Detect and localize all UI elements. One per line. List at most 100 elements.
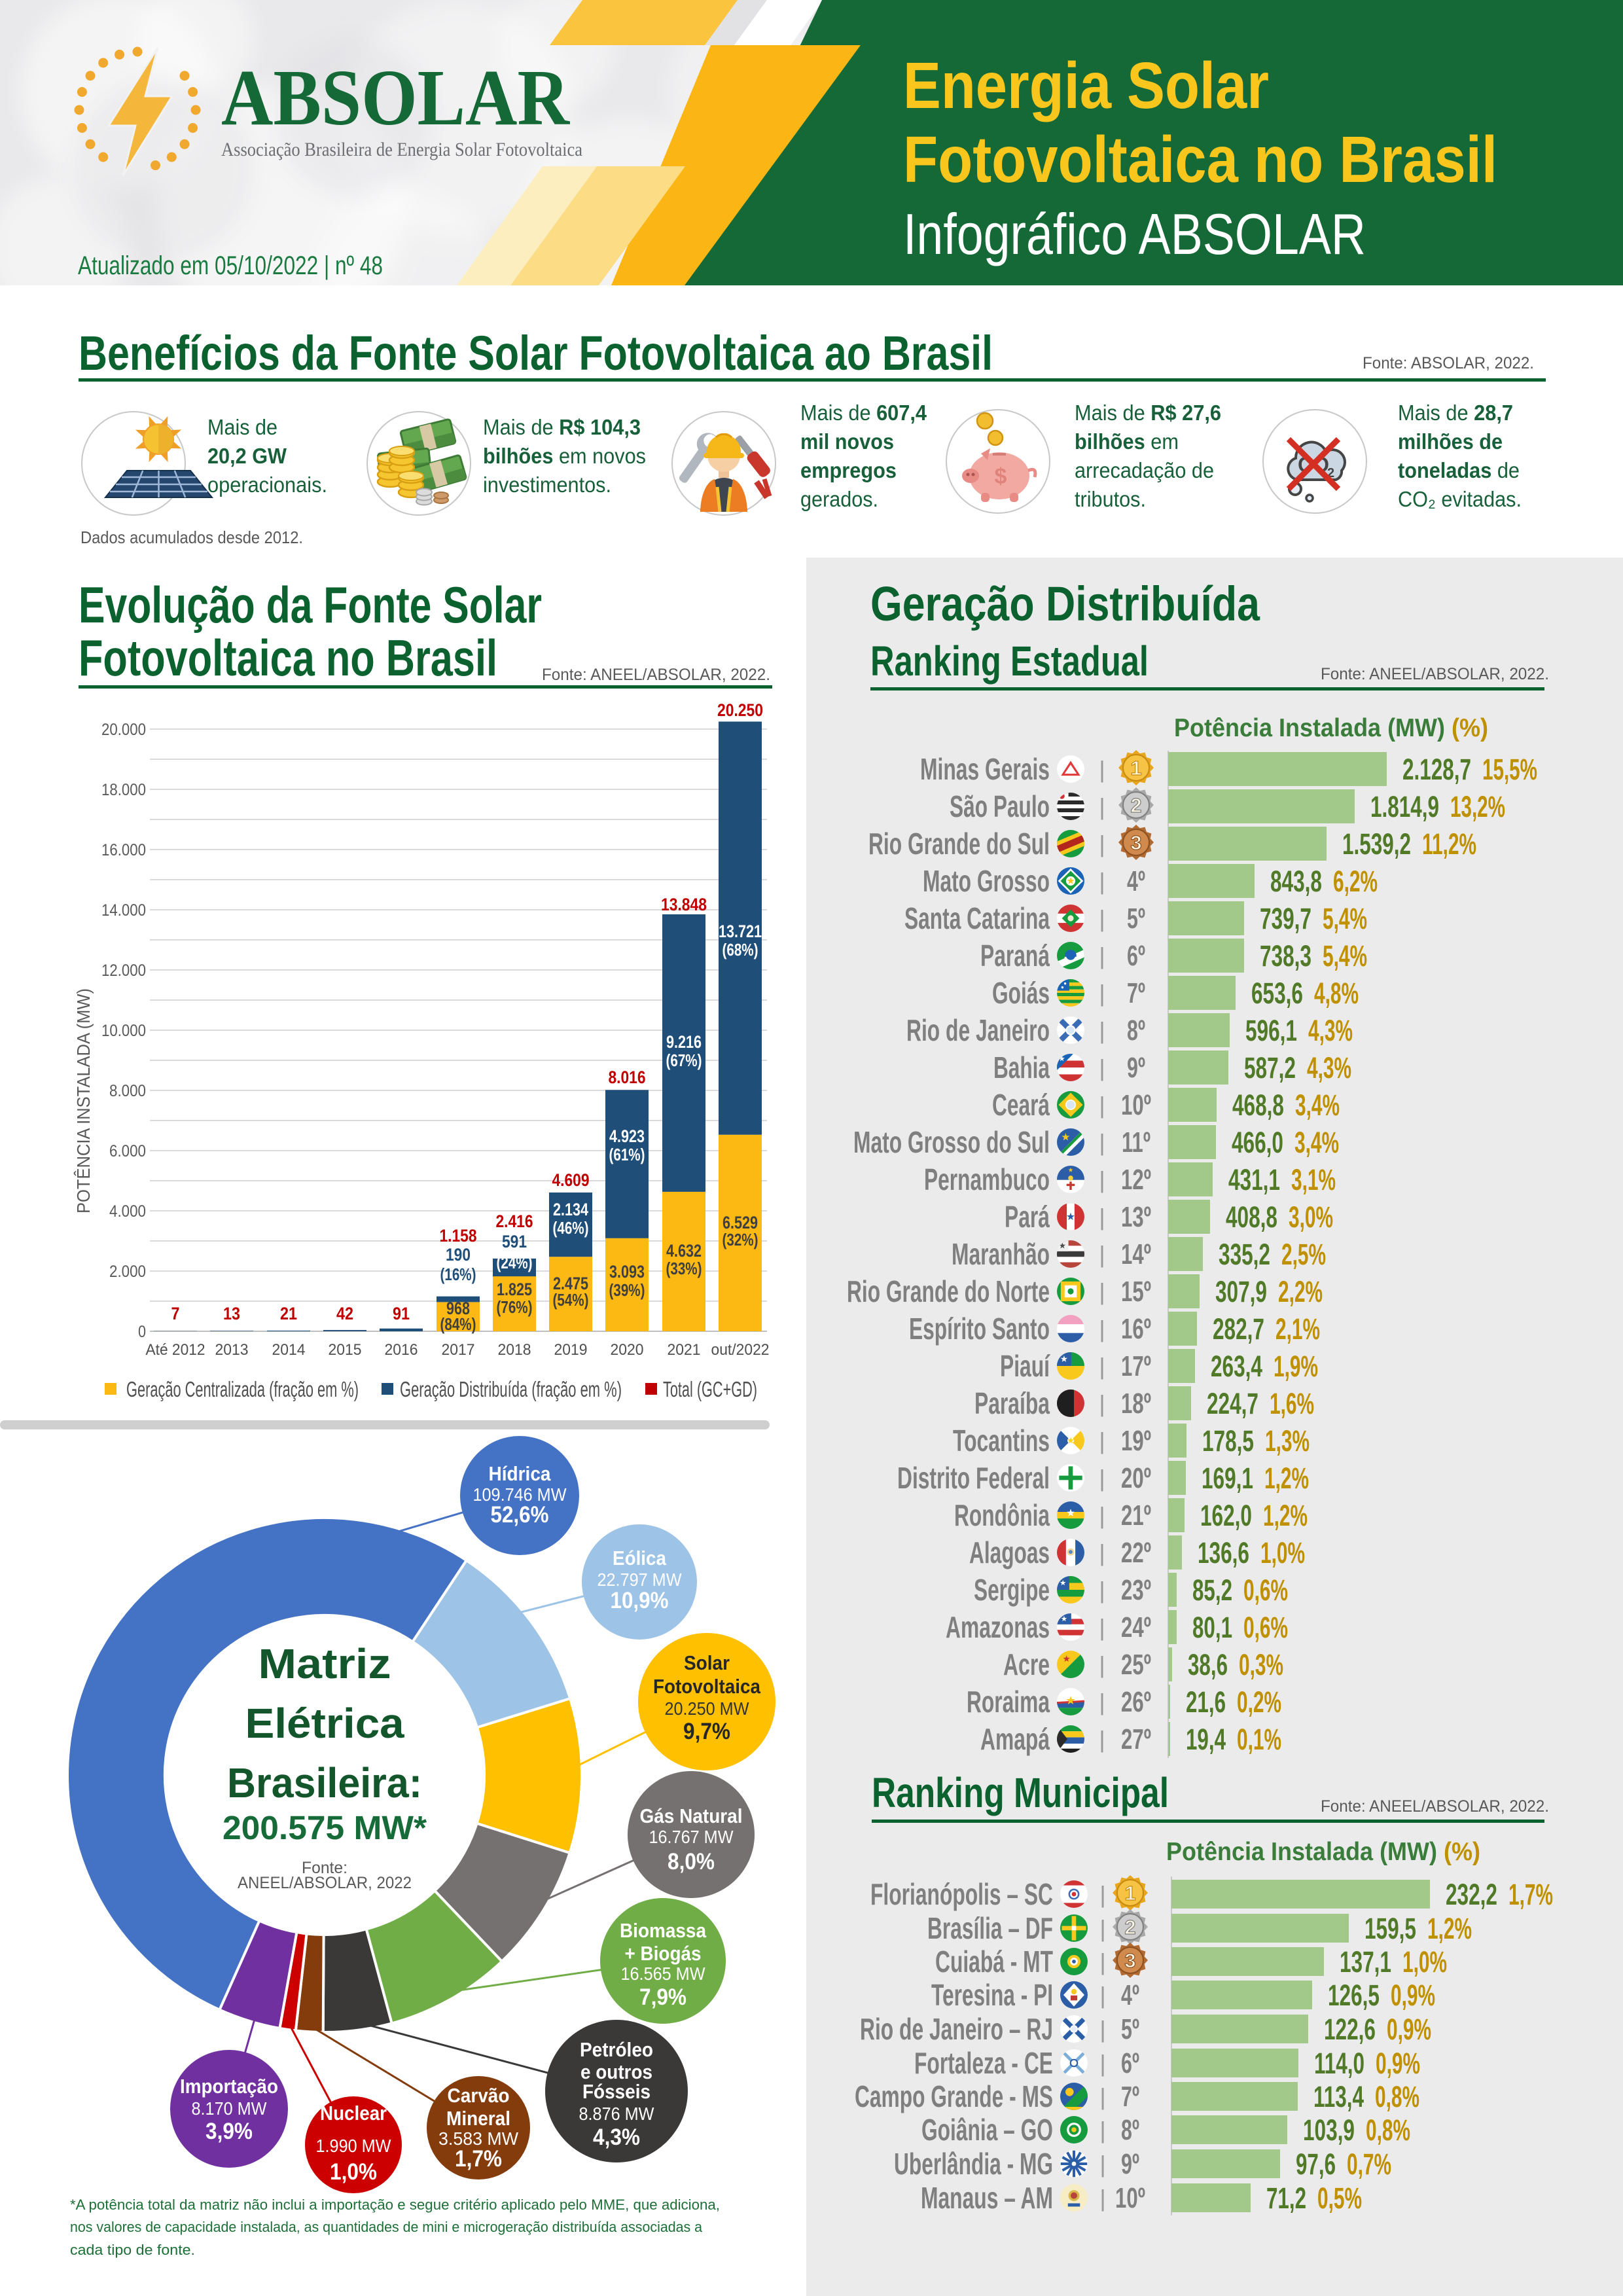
svg-text:9º: 9º	[1127, 1052, 1145, 1084]
svg-text:|: |	[1099, 1651, 1105, 1678]
svg-text:91: 91	[393, 1304, 410, 1323]
svg-text:224,7: 224,7	[1207, 1387, 1258, 1420]
svg-text:Florianópolis – SC: Florianópolis – SC	[870, 1877, 1053, 1911]
svg-text:24º: 24º	[1121, 1611, 1151, 1643]
svg-text:Fotovoltaica no Brasil: Fotovoltaica no Brasil	[903, 123, 1497, 196]
svg-text:4º: 4º	[1127, 865, 1145, 897]
svg-text:17º: 17º	[1121, 1350, 1151, 1382]
svg-text:190: 190	[446, 1245, 471, 1265]
svg-text:11º: 11º	[1122, 1126, 1150, 1158]
svg-text:18.000: 18.000	[101, 781, 146, 799]
svg-text:4,3%: 4,3%	[1307, 1051, 1351, 1085]
svg-text:(68%): (68%)	[722, 940, 758, 960]
svg-text:1.158: 1.158	[440, 1226, 477, 1246]
svg-text:2020: 2020	[611, 1341, 644, 1359]
svg-text:178,5: 178,5	[1202, 1424, 1254, 1458]
svg-text:Gás Natural: Gás Natural	[640, 1804, 743, 1827]
svg-text:1.539,2: 1.539,2	[1342, 827, 1411, 861]
svg-text:0,9%: 0,9%	[1387, 2013, 1431, 2046]
svg-text:10º: 10º	[1121, 1089, 1151, 1121]
svg-text:|: |	[1099, 831, 1105, 857]
svg-text:200.575 MW*: 200.575 MW*	[223, 1809, 427, 1846]
svg-text:162,0: 162,0	[1200, 1499, 1252, 1532]
svg-text:|: |	[1099, 1054, 1105, 1081]
svg-text:25º: 25º	[1121, 1649, 1151, 1681]
svg-text:operacionais.: operacionais.	[207, 473, 327, 497]
svg-text:0,5%: 0,5%	[1317, 2181, 1362, 2215]
svg-text:Minas Gerais: Minas Gerais	[920, 752, 1050, 786]
svg-text:|: |	[1099, 2151, 1105, 2178]
svg-text:investimentos.: investimentos.	[483, 473, 611, 497]
svg-text:52,6%: 52,6%	[491, 1502, 549, 1528]
svg-text:Mais de: Mais de	[207, 415, 277, 439]
svg-text:|: |	[1099, 2185, 1105, 2212]
svg-text:Evolução da Fonte Solar: Evolução da Fonte Solar	[79, 576, 542, 634]
svg-text:|: |	[1099, 1353, 1105, 1380]
svg-text:13: 13	[223, 1304, 240, 1323]
svg-text:|: |	[1099, 2083, 1105, 2110]
svg-text:10,9%: 10,9%	[611, 1588, 669, 1613]
svg-text:16.000: 16.000	[101, 841, 146, 859]
svg-text:20.250 MW: 20.250 MW	[665, 1698, 750, 1719]
svg-text:Uberlândia - MG: Uberlândia - MG	[894, 2147, 1053, 2181]
svg-text:Amazonas: Amazonas	[946, 1610, 1050, 1644]
svg-text:14.000: 14.000	[101, 901, 146, 920]
svg-text:(76%): (76%)	[497, 1297, 533, 1317]
svg-text:(33%): (33%)	[666, 1259, 702, 1278]
svg-text:1.814,9: 1.814,9	[1370, 790, 1439, 823]
svg-text:85,2: 85,2	[1192, 1573, 1232, 1607]
svg-text:8.016: 8.016	[609, 1067, 646, 1087]
svg-text:Fotovoltaica no Brasil: Fotovoltaica no Brasil	[79, 629, 497, 687]
svg-text:16.767 MW: 16.767 MW	[649, 1827, 734, 1847]
svg-text:Geração Distribuída (fração em: Geração Distribuída (fração em %)	[400, 1377, 622, 1401]
svg-text:arrecadação de: arrecadação de	[1075, 458, 1214, 482]
svg-text:Amapá: Amapá	[980, 1722, 1050, 1756]
svg-text:CO₂ evitadas.: CO₂ evitadas.	[1398, 487, 1522, 511]
svg-text:468,8: 468,8	[1232, 1088, 1284, 1122]
svg-text:Eólica: Eólica	[613, 1547, 667, 1570]
svg-text:Santa Catarina: Santa Catarina	[904, 901, 1050, 935]
svg-text:Fonte: ANEEL/ABSOLAR, 2022.: Fonte: ANEEL/ABSOLAR, 2022.	[1321, 1797, 1549, 1816]
svg-text:Energia Solar: Energia Solar	[903, 49, 1269, 122]
svg-text:2,5%: 2,5%	[1281, 1238, 1326, 1271]
svg-text:19º: 19º	[1121, 1425, 1151, 1457]
svg-text:(32%): (32%)	[722, 1230, 758, 1249]
svg-text:1,3%: 1,3%	[1265, 1424, 1310, 1458]
svg-text:408,8: 408,8	[1226, 1200, 1277, 1234]
svg-text:12.000: 12.000	[101, 961, 146, 980]
svg-text:cada tipo de fonte.: cada tipo de fonte.	[70, 2242, 195, 2258]
svg-text:|: |	[1099, 756, 1105, 783]
svg-text:Importação: Importação	[180, 2075, 278, 2098]
svg-text:(54%): (54%)	[553, 1290, 589, 1310]
svg-text:12º: 12º	[1121, 1164, 1151, 1196]
svg-text:2.475: 2.475	[553, 1274, 588, 1293]
svg-text:19,4: 19,4	[1186, 1723, 1226, 1756]
svg-text:|: |	[1099, 1427, 1105, 1454]
svg-text:2.416: 2.416	[496, 1211, 533, 1231]
svg-text:8,0%: 8,0%	[668, 1849, 715, 1874]
svg-text:596,1: 596,1	[1245, 1014, 1297, 1047]
svg-text:431,1: 431,1	[1228, 1163, 1280, 1196]
svg-text:Distrito Federal: Distrito Federal	[897, 1461, 1050, 1495]
svg-text:Rio de Janeiro – RJ: Rio de Janeiro – RJ	[860, 2012, 1053, 2046]
svg-text:1,2%: 1,2%	[1264, 1462, 1309, 1495]
svg-text:3,4%: 3,4%	[1294, 1126, 1339, 1159]
svg-text:Mato Grosso do Sul: Mato Grosso do Sul	[853, 1125, 1050, 1159]
svg-text:Maranhão: Maranhão	[952, 1237, 1050, 1271]
svg-text:2014: 2014	[272, 1341, 306, 1359]
svg-text:13.721: 13.721	[719, 922, 762, 941]
svg-text:|: |	[1099, 1390, 1105, 1417]
svg-text:Bahia: Bahia	[993, 1050, 1050, 1085]
svg-text:$: $	[995, 464, 1007, 489]
svg-text:13.848: 13.848	[661, 895, 707, 914]
svg-text:|: |	[1099, 1982, 1105, 2009]
svg-text:38,6: 38,6	[1188, 1648, 1228, 1681]
svg-text:1,7%: 1,7%	[1508, 1878, 1553, 1911]
svg-text:15º: 15º	[1121, 1276, 1151, 1308]
svg-text:Mais de 28,7: Mais de 28,7	[1398, 401, 1513, 425]
svg-text:0,9%: 0,9%	[1391, 1979, 1435, 2012]
svg-text:empregos: empregos	[800, 458, 897, 482]
svg-text:9.216: 9.216	[666, 1032, 702, 1052]
svg-text:3,4%: 3,4%	[1295, 1088, 1340, 1122]
svg-text:Acre: Acre	[1003, 1647, 1050, 1681]
